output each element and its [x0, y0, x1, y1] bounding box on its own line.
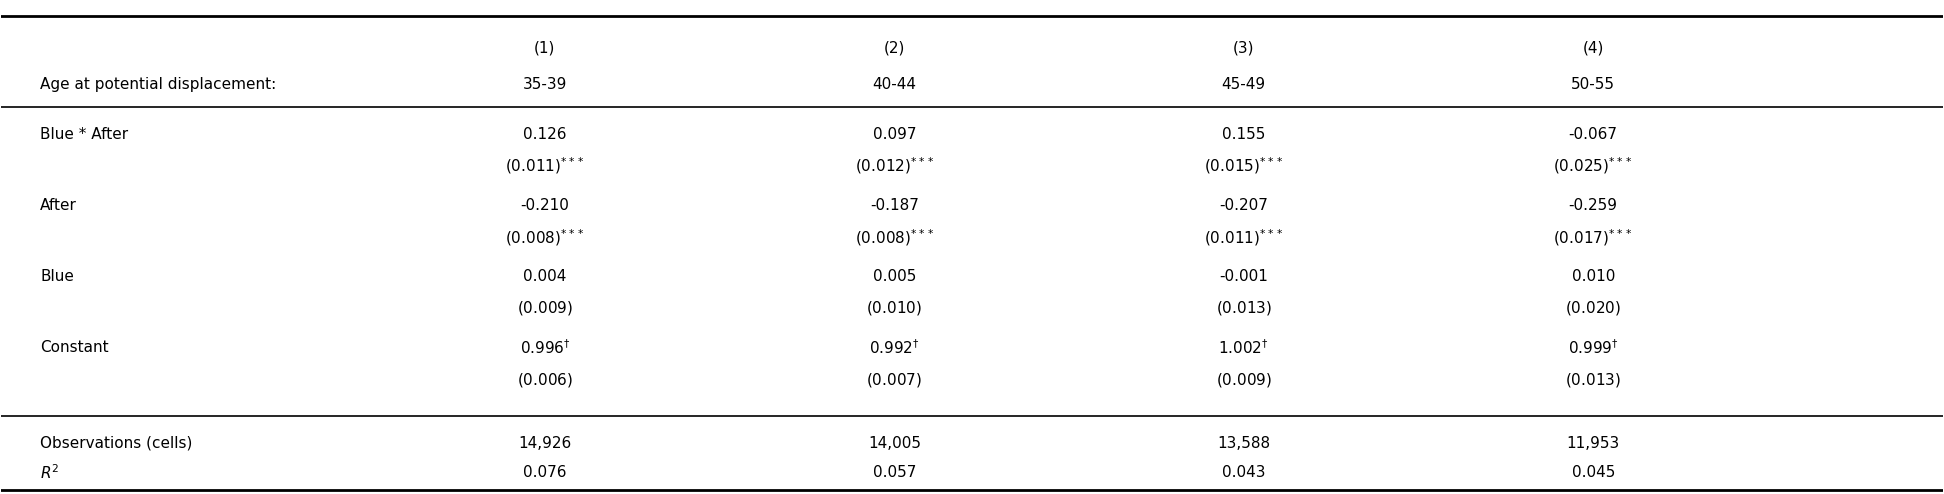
Text: 0.097: 0.097 [873, 126, 916, 141]
Text: $R^2$: $R^2$ [41, 463, 60, 482]
Text: 0.043: 0.043 [1223, 465, 1266, 481]
Text: 35-39: 35-39 [523, 78, 568, 92]
Text: $(0.009)$: $(0.009)$ [517, 299, 573, 318]
Text: $(0.010)$: $(0.010)$ [867, 299, 923, 318]
Text: 14,005: 14,005 [867, 436, 921, 451]
Text: $0.996^{\dagger}$: $0.996^{\dagger}$ [519, 338, 570, 357]
Text: $(0.025)^{***}$: $(0.025)^{***}$ [1553, 156, 1633, 176]
Text: 0.126: 0.126 [523, 126, 568, 141]
Text: 0.057: 0.057 [873, 465, 916, 481]
Text: $(0.017)^{***}$: $(0.017)^{***}$ [1553, 227, 1633, 247]
Text: $(0.011)^{***}$: $(0.011)^{***}$ [505, 156, 585, 176]
Text: $0.992^{\dagger}$: $0.992^{\dagger}$ [869, 338, 920, 357]
Text: $(0.008)^{***}$: $(0.008)^{***}$ [505, 227, 585, 247]
Text: $(0.020)$: $(0.020)$ [1565, 299, 1621, 318]
Text: $(0.007)$: $(0.007)$ [867, 370, 923, 389]
Text: 45-49: 45-49 [1221, 78, 1266, 92]
Text: (2): (2) [885, 41, 906, 55]
Text: -0.207: -0.207 [1219, 198, 1267, 213]
Text: 14,926: 14,926 [519, 436, 572, 451]
Text: -0.067: -0.067 [1569, 126, 1617, 141]
Text: 50-55: 50-55 [1571, 78, 1615, 92]
Text: (4): (4) [1582, 41, 1604, 55]
Text: (1): (1) [535, 41, 556, 55]
Text: $(0.015)^{***}$: $(0.015)^{***}$ [1203, 156, 1283, 176]
Text: Observations (cells): Observations (cells) [41, 436, 192, 451]
Text: $(0.006)$: $(0.006)$ [517, 370, 573, 389]
Text: Age at potential displacement:: Age at potential displacement: [41, 78, 276, 92]
Text: 0.076: 0.076 [523, 465, 568, 481]
Text: $(0.013)$: $(0.013)$ [1215, 299, 1271, 318]
Text: $(0.013)$: $(0.013)$ [1565, 370, 1621, 389]
Text: $(0.011)^{***}$: $(0.011)^{***}$ [1203, 227, 1283, 247]
Text: 0.004: 0.004 [523, 269, 566, 284]
Text: Blue: Blue [41, 269, 74, 284]
Text: -0.001: -0.001 [1219, 269, 1267, 284]
Text: $(0.012)^{***}$: $(0.012)^{***}$ [855, 156, 935, 176]
Text: 11,953: 11,953 [1567, 436, 1619, 451]
Text: (3): (3) [1232, 41, 1254, 55]
Text: $(0.008)^{***}$: $(0.008)^{***}$ [855, 227, 935, 247]
Text: 40-44: 40-44 [873, 78, 916, 92]
Text: -0.210: -0.210 [521, 198, 570, 213]
Text: 13,588: 13,588 [1217, 436, 1269, 451]
Text: -0.187: -0.187 [869, 198, 920, 213]
Text: $1.002^{\dagger}$: $1.002^{\dagger}$ [1219, 338, 1269, 357]
Text: 0.045: 0.045 [1571, 465, 1615, 481]
Text: 0.005: 0.005 [873, 269, 916, 284]
Text: Blue * After: Blue * After [41, 126, 128, 141]
Text: 0.155: 0.155 [1223, 126, 1266, 141]
Text: $0.999^{\dagger}$: $0.999^{\dagger}$ [1567, 338, 1619, 357]
Text: -0.259: -0.259 [1569, 198, 1617, 213]
Text: $(0.009)$: $(0.009)$ [1215, 370, 1271, 389]
Text: 0.010: 0.010 [1571, 269, 1615, 284]
Text: Constant: Constant [41, 340, 109, 355]
Text: After: After [41, 198, 78, 213]
